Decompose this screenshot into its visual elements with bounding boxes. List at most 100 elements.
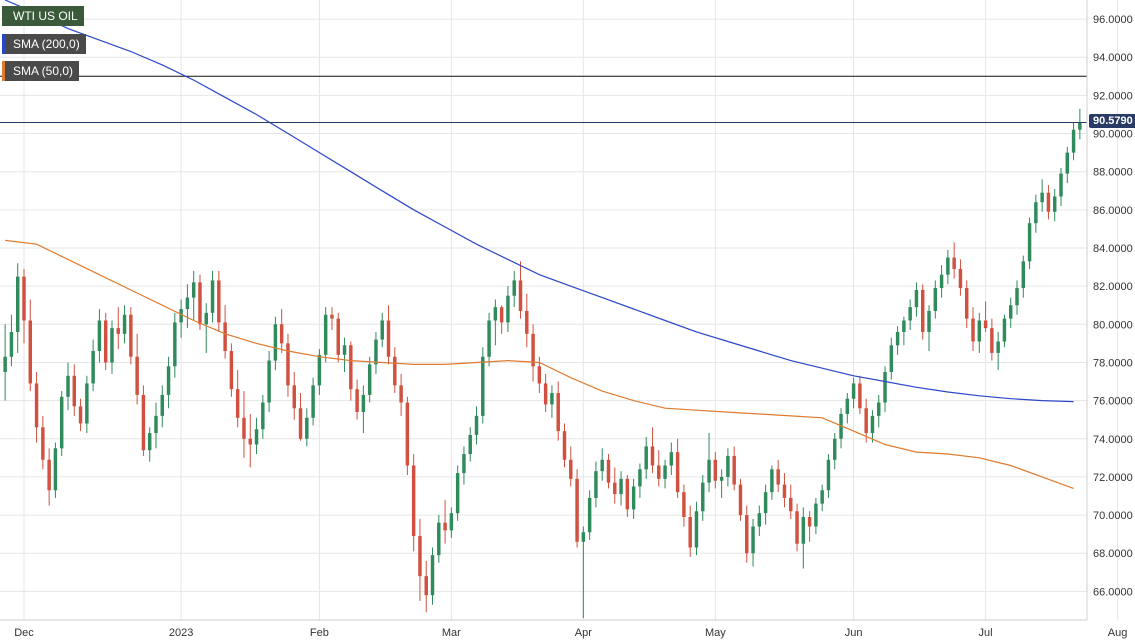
candle xyxy=(732,446,736,491)
candle-body xyxy=(537,366,542,384)
candle xyxy=(374,331,378,374)
candle xyxy=(474,406,479,445)
candle xyxy=(305,408,309,447)
candle xyxy=(468,427,472,462)
x-tick-label: Aug xyxy=(1108,627,1128,639)
candle xyxy=(1052,188,1057,222)
candle-body xyxy=(474,415,479,435)
candle xyxy=(858,375,862,414)
candle-body xyxy=(462,454,466,474)
candle-body xyxy=(877,402,881,416)
candlestick-series xyxy=(3,108,1082,619)
candle xyxy=(851,377,856,409)
candle-body xyxy=(619,478,623,495)
candle-body xyxy=(550,392,554,405)
y-tick-label: 72.0000 xyxy=(1093,472,1133,484)
candle-body xyxy=(468,434,472,455)
legend-sma200[interactable]: SMA (200,0) xyxy=(2,34,86,54)
candle xyxy=(745,505,749,563)
candle-body xyxy=(732,455,736,485)
candle-body xyxy=(958,268,963,289)
candle-body xyxy=(606,459,611,483)
candle xyxy=(66,362,70,411)
candle xyxy=(393,347,397,393)
candle-body xyxy=(1027,223,1032,262)
candle-body xyxy=(845,398,850,414)
candle xyxy=(587,490,592,540)
candle-body xyxy=(103,320,108,363)
candle xyxy=(952,242,956,279)
candle xyxy=(946,249,950,285)
candle xyxy=(141,385,146,456)
candle-body xyxy=(1078,122,1082,130)
candle-body xyxy=(405,402,410,466)
candle xyxy=(122,305,127,344)
legend-sma50[interactable]: SMA (50,0) xyxy=(2,61,80,81)
candle-body xyxy=(569,459,573,479)
candle xyxy=(933,280,938,319)
candle xyxy=(619,471,623,506)
legend-wti[interactable]: WTI US OIL xyxy=(2,6,84,26)
candle xyxy=(594,461,598,508)
candle xyxy=(1021,255,1026,298)
candle xyxy=(801,507,806,569)
candle xyxy=(160,385,164,428)
candle-body xyxy=(154,415,158,434)
candle xyxy=(826,454,831,498)
candle xyxy=(298,392,303,441)
candle xyxy=(78,398,83,432)
candle-body xyxy=(782,484,787,498)
y-tick-label: 96.0000 xyxy=(1093,14,1133,26)
candle-body xyxy=(229,351,234,390)
candle xyxy=(939,265,944,298)
candle-body xyxy=(946,257,950,275)
candle xyxy=(411,454,416,552)
y-tick-label: 94.0000 xyxy=(1093,52,1133,64)
candle xyxy=(292,372,296,420)
candle-body xyxy=(1065,152,1070,174)
candle-body xyxy=(1002,318,1007,342)
x-tick-label: 2023 xyxy=(169,627,193,639)
candle xyxy=(154,402,158,449)
y-tick-label: 68.0000 xyxy=(1093,548,1133,560)
candle-body xyxy=(525,310,529,334)
candle xyxy=(556,381,560,441)
candle xyxy=(713,452,718,489)
candle xyxy=(217,270,221,332)
candle xyxy=(185,284,190,329)
candle-body xyxy=(1071,129,1076,153)
candle-body xyxy=(317,354,322,386)
candle-body xyxy=(506,295,510,323)
candle xyxy=(719,469,724,498)
candle xyxy=(1015,280,1019,315)
candle-body xyxy=(493,307,498,321)
candle xyxy=(229,343,234,397)
candle xyxy=(606,454,611,489)
candle-body xyxy=(336,318,340,355)
candle xyxy=(726,448,730,487)
candle-body xyxy=(688,516,692,548)
candle xyxy=(575,469,579,548)
candle-body xyxy=(85,383,89,424)
candle-body xyxy=(663,465,667,479)
candle xyxy=(996,331,1000,371)
candle-body xyxy=(795,511,799,544)
candle-body xyxy=(518,280,523,311)
candle-body xyxy=(424,576,428,596)
candle-body xyxy=(826,459,831,491)
candle-body xyxy=(110,328,114,363)
candle xyxy=(889,337,894,380)
candle xyxy=(223,305,227,359)
candle-body xyxy=(669,452,674,466)
y-tick-label: 88.0000 xyxy=(1093,167,1133,179)
candle-body xyxy=(694,511,699,548)
candle-body xyxy=(1052,196,1057,212)
candle-body xyxy=(726,455,730,477)
candle xyxy=(562,423,567,468)
candle-body xyxy=(770,469,774,493)
candle xyxy=(1059,167,1063,207)
candle xyxy=(845,392,850,424)
candle-body xyxy=(147,433,152,451)
candle-body xyxy=(386,320,391,357)
